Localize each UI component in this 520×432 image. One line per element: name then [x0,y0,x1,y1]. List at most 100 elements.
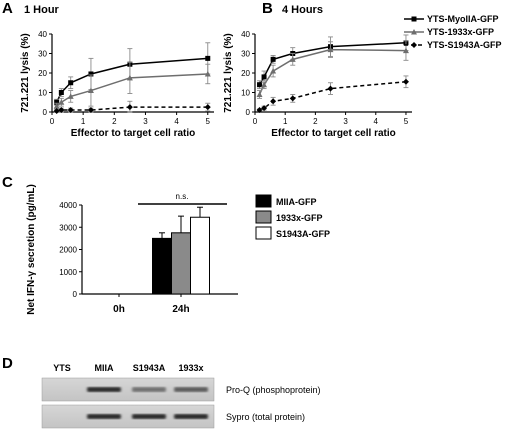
bar [171,232,191,295]
data-point [261,81,268,88]
data-point [270,98,277,105]
x-tick-label: 0 [253,117,258,126]
data-point [58,107,65,114]
y-tick-label: 30 [38,50,47,59]
y-tick-label: 10 [38,89,47,98]
x-tick-label: 5 [404,117,409,126]
blot-row-label: Pro-Q (phosphoprotein) [226,385,321,395]
data-point [88,71,94,77]
data-point [54,99,60,105]
data-point [256,107,263,114]
y-axis-label: 721.221 lysis (%) [20,33,31,113]
legend-label: YTS-S1943A-GFP [427,40,502,50]
y-tick-label: 2000 [59,246,77,255]
y-tick-label: 4000 [59,201,77,210]
panel-c-legend: MIIA-GFP 1933x-GFP S1943A-GFP [255,194,330,240]
x-tick-label: 4 [174,117,179,126]
y-tick-label: 1000 [59,268,77,277]
data-point [327,85,334,92]
lane-label: 1933x [178,363,203,373]
panel-d-western-blot: YTS MIIA S1943A 1933x Pro-Q (phosphoprotein)… [41,363,321,429]
series-line [259,81,407,111]
data-point [327,46,334,53]
legend-marker [411,16,417,22]
legend-label: 1933x-GFP [276,213,323,223]
data-point [87,87,94,94]
x-tick-label: 2 [112,117,117,126]
x-axis-label: Effector to target cell ratio [271,128,395,139]
x-tick-label: 2 [313,117,318,126]
x-tick-label: 24h [172,304,189,315]
data-point [205,55,211,61]
legend-label: S1943A-GFP [276,229,330,239]
data-point [289,95,296,102]
data-point [67,93,74,99]
panel-a-letter: A [2,0,13,17]
legend-label: YTS-MyoIIA-GFP [427,14,499,24]
data-point [58,90,64,95]
data-point [257,82,263,88]
data-point [53,108,60,115]
legend-label: YTS-1933x-GFP [427,27,494,37]
data-point [126,74,133,81]
panel-d-letter: D [2,355,13,372]
y-tick-label: 0 [73,290,78,299]
lane-label: S1943A [133,363,166,373]
y-tick-label: 3000 [59,223,77,232]
x-tick-label: 0 [50,117,55,126]
data-point [204,70,211,77]
y-tick-label: 10 [241,89,250,98]
panel-a-line-chart: 0 10 20 30 40 0 1 2 3 4 5 Effector to target cell r… [20,30,214,139]
blot-strip [41,377,215,402]
protein-band [132,387,166,392]
panel-b-title: 4 Hours [282,4,323,16]
x-tick-label: 1 [81,117,86,126]
legend-swatch [255,226,272,240]
y-tick-label: 40 [38,30,47,39]
x-tick-label: 5 [206,117,211,126]
panel-c-letter: C [2,174,13,191]
y-tick-label: 0 [43,108,48,117]
blot-row-label: Sypro (total protein) [226,412,305,422]
lane-label: YTS [53,363,71,373]
data-point [270,56,276,62]
legend-label: MIIA-GFP [276,197,317,207]
legend-swatch [255,194,272,208]
data-point [53,103,60,109]
data-point [402,47,409,54]
x-axis-label: Effector to target cell ratio [71,128,195,139]
data-point [256,91,263,97]
panel-c-bar-chart: 0 1000 2000 3000 4000 Net IFN-γ secretion (pg… [26,184,238,315]
protein-band [174,387,208,392]
x-tick-label: 4 [374,117,379,126]
y-tick-label: 20 [241,69,250,78]
protein-band [132,414,166,419]
y-tick-label: 40 [241,30,250,39]
y-axis-label: Net IFN-γ secretion (pg/mL) [26,184,37,315]
y-tick-label: 20 [38,69,47,78]
panel-b-line-chart: 0 10 20 30 40 0 1 2 3 4 5 Effector to target cell r… [223,30,412,139]
significance-annotation: n.s. [176,192,189,201]
data-point [261,105,268,112]
x-tick-label: 0h [113,304,125,315]
data-point [261,74,267,80]
panel-b-letter: B [262,0,273,17]
data-point [87,107,94,114]
data-point [68,80,74,86]
legend-marker [411,29,417,35]
data-point [67,107,74,114]
protein-band [87,387,121,392]
data-point [402,78,409,85]
lane-label: MIIA [95,363,114,373]
x-tick-label: 1 [283,117,288,126]
data-point [289,56,296,62]
bar [152,237,172,295]
data-point [270,68,277,74]
data-point [58,99,65,105]
x-tick-label: 3 [343,117,348,126]
panel-b-legend: YTS-MyoIIA-GFP YTS-1933x-GFP YTS-S1943A-GF… [404,14,502,50]
y-tick-label: 0 [246,108,251,117]
protein-band [87,414,121,419]
panel-a-title: 1 Hour [24,4,60,16]
